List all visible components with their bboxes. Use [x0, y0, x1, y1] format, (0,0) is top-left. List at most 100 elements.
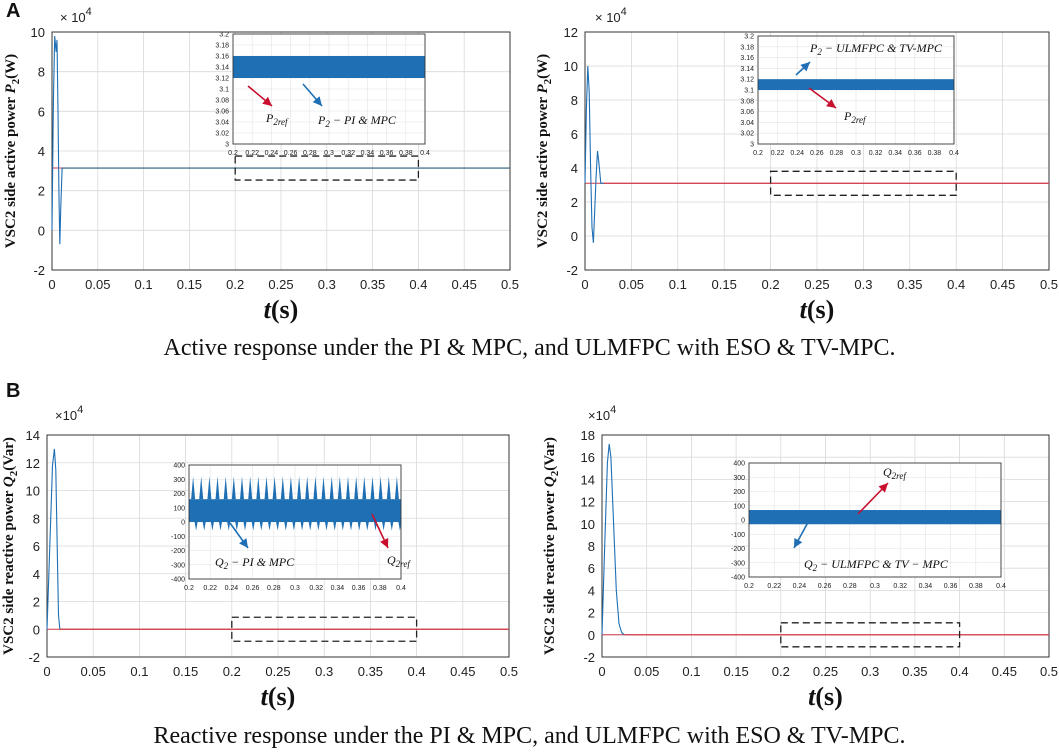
chart-b-right-inset-band: [749, 510, 1001, 525]
chart-b-left-exponent-base: ×10: [55, 408, 77, 423]
chart-a-right-ylabel: VSC2 side active power P2(W): [535, 54, 554, 248]
chart-a-left-xtick-label: 0.25: [268, 277, 293, 292]
chart-b-right-ytick-label: 18: [581, 428, 595, 443]
chart-b-right-label-reference-sub: 2ref: [892, 471, 908, 481]
chart-b-right-inset-ytick: 100: [733, 503, 745, 510]
chart-a-left-ylabel-unit: (W): [3, 54, 19, 79]
chart-b-right-inset-ytick: -400: [731, 575, 745, 582]
chart-a-left-inset-ytick: 3.1: [219, 87, 229, 94]
chart-b-left-inset-band: [189, 499, 401, 522]
chart-b-left-xlabel-var: t: [261, 682, 269, 711]
chart-b-left-ytick-label: 6: [33, 539, 40, 554]
chart-b-left-exponent-power: 4: [77, 404, 83, 416]
chart-a-left-xlabel-unit: (s): [271, 295, 298, 324]
chart-a-left-inset-ytick: 3.12: [215, 76, 229, 83]
chart-b-left-inset-xtick: 0.22: [203, 585, 217, 592]
chart-a-right-xtick-label: 0.15: [712, 277, 737, 292]
chart-b-right-ylabel: VSC2 side reactive power Q2(Var): [542, 437, 561, 655]
chart-a-left-inset-ytick: 3: [225, 142, 229, 149]
chart-b-left-inset-ytick: 300: [173, 477, 185, 484]
chart-b-right-xtick-label: 0.3: [861, 664, 879, 679]
chart-a-left-xtick-label: 0: [48, 277, 55, 292]
chart-a-left-ylabel-sub: 2: [10, 78, 22, 84]
chart-b-right-ytick-label: -2: [583, 650, 595, 665]
chart-b-right-inset-frame: [748, 462, 1002, 578]
chart-a-left-xtick-label: 0.2: [226, 277, 244, 292]
chart-a-right-exponent: × 104: [595, 6, 627, 25]
chart-a-right-ylabel-sub: 2: [542, 78, 554, 84]
chart-b-left-label-reference: Q2ref: [387, 553, 411, 569]
chart-a-left-ytick-label: 0: [38, 223, 45, 238]
chart-b-left-xtick-label: 0.35: [358, 664, 383, 679]
chart-a-right-xtick-label: 0.45: [990, 277, 1015, 292]
chart-b-left-exponent: ×104: [55, 404, 83, 423]
chart-b-right-label-signal-sub: 2: [813, 563, 818, 573]
chart-a-right-xtick-label: 0.5: [1040, 277, 1058, 292]
chart-b-right-ytick-label: 14: [581, 472, 595, 487]
chart-a-right-xlabel-var: t: [800, 295, 808, 324]
chart-b-right-inset-xtick: 0.3: [870, 583, 880, 590]
chart-b-right-label-signal-sym: Q: [804, 557, 813, 571]
chart-a-left-inset-ytick: 3.06: [215, 109, 229, 116]
chart-b-left-xtick-label: 0.05: [81, 664, 106, 679]
chart-b-left-ytick-label: 10: [26, 484, 40, 499]
chart-a-right-label-reference-sub: 2ref: [851, 115, 867, 125]
chart-a-left-inset-xtick: 0.24: [265, 150, 279, 157]
chart-a-right-inset-xtick: 0.36: [908, 150, 922, 157]
chart-a-right-inset-xtick: 0.26: [810, 150, 824, 157]
chart-b-left-xtick-label: 0.15: [173, 664, 198, 679]
chart-b-right-inset-xtick: 0.32: [893, 583, 907, 590]
chart-a-right-ylabel-unit: (W): [535, 54, 551, 79]
chart-b-right-inset-ytick: 400: [733, 461, 745, 468]
chart-b-right-arrow-signal-head: [794, 537, 803, 548]
chart-b-left-inset-xtick: 0.4: [396, 585, 406, 592]
chart-b-left-label-signal: Q2 − PI & MPC: [215, 555, 295, 571]
chart-b-left-xlabel: t(s): [261, 682, 296, 711]
chart-b-right-inset-xtick: 0.28: [843, 583, 857, 590]
chart-b-left-ylabel-unit: (Var): [1, 437, 17, 471]
chart-a-left-inset-xtick: 0.28: [303, 150, 317, 157]
chart-b-right-ytick-label: 8: [588, 539, 595, 554]
chart-a-right-exponent-base: × 10: [595, 10, 621, 25]
chart-b-left-inset-xtick: 0.34: [331, 585, 345, 592]
chart-a-right-inset-ytick: 3.18: [740, 44, 754, 51]
chart-a-left-label-reference: P2ref: [265, 111, 289, 127]
chart-b-right-xtick-label: 0.2: [772, 664, 790, 679]
chart-a-left-inset-ytick: 3.2: [219, 32, 229, 39]
chart-a-left-inset-xtick: 0.22: [245, 150, 259, 157]
chart-b-left-xtick-label: 0.4: [408, 664, 426, 679]
chart-b-right-inset-ytick: -100: [731, 532, 745, 539]
chart-a-left-xlabel: t(s): [264, 295, 299, 324]
chart-b-left-ylabel-sub: 2: [8, 470, 20, 476]
chart-a-right-label-signal: P2 − ULMFPC & TV-MPC: [809, 41, 943, 57]
chart-a-right-inset-band: [758, 79, 954, 90]
chart-a-left-zoom-window: [234, 155, 420, 181]
chart-b-left-xtick-label: 0.2: [223, 664, 241, 679]
chart-b-right-zoom-window: [780, 622, 961, 648]
chart-b-left-signal-transient: [46, 448, 61, 630]
chart-a-left-ylabel-main: VSC2 side active power: [3, 93, 19, 248]
chart-a-right-inset-ytick: 3.12: [740, 77, 754, 84]
chart-a-right-xtick-label: 0.05: [619, 277, 644, 292]
chart-a-left-xtick-label: 0.4: [409, 277, 427, 292]
chart-b-left-ylabel-main: VSC2 side reactive power: [1, 487, 17, 655]
chart-a-left-exponent-power: 4: [86, 6, 92, 18]
chart-a-left-inset-ytick: 3.04: [215, 120, 229, 127]
chart-a-right-ytick-label: 10: [564, 59, 578, 74]
chart-b-left-ytick-label: 2: [33, 595, 40, 610]
chart-b-right-ylabel-symbol: Q: [542, 476, 558, 487]
chart-b-right-inset-xtick: 0.22: [767, 583, 781, 590]
chart-b-left-ytick-label: 8: [33, 511, 40, 526]
chart-b-right-ytick-label: 12: [581, 495, 595, 510]
chart-a-right-signal-transient: [584, 65, 604, 243]
chart-a-right-arrow-signal-head: [800, 62, 810, 72]
chart-b-left-xtick-label: 0.5: [500, 664, 518, 679]
chart-b-left-inset-xtick: 0.3: [290, 585, 300, 592]
chart-a-right-label-reference: P2ref: [843, 109, 867, 125]
chart-a-left-xtick-label: 0.1: [135, 277, 153, 292]
chart-b-left-xtick-label: 0.45: [450, 664, 475, 679]
chart-b-right-ylabel-sub: 2: [549, 470, 561, 476]
